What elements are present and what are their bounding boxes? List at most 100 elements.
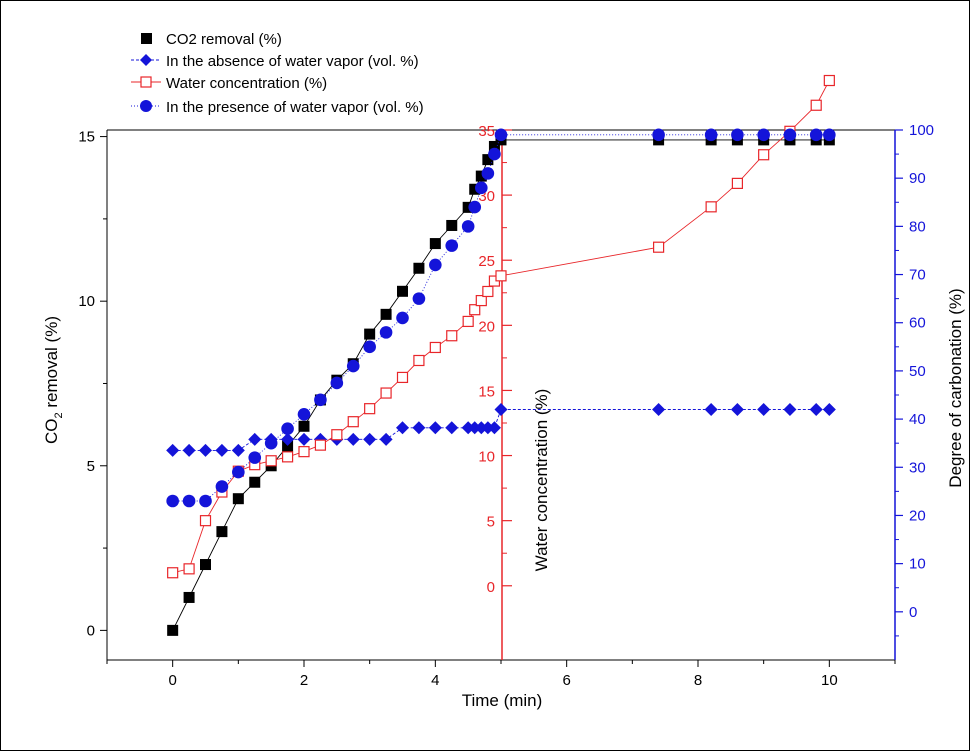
data-point-s3-12 (363, 340, 376, 354)
legend-label-absence: In the absence of water vapor (vol. %) (166, 53, 419, 70)
data-point-s3-16 (429, 258, 442, 272)
data-point-s0-8 (298, 420, 310, 432)
data-point-s3-3 (215, 480, 229, 493)
data-point-s3-13 (379, 326, 393, 339)
legend-marker-water (140, 76, 152, 88)
data-point-s0-5 (249, 476, 261, 488)
right-tick-label: 60 (909, 315, 926, 332)
data-point-s1-17 (445, 421, 459, 435)
legend-label-water: Water concentration (%) (166, 75, 327, 92)
data-point-s1-21 (481, 421, 495, 435)
data-point-s3-26 (731, 128, 744, 142)
data-point-s3-10 (330, 376, 344, 390)
data-point-s0-0 (167, 624, 179, 636)
data-point-s1-0 (166, 443, 180, 457)
left-tick-label: 5 (87, 458, 95, 475)
data-point-s1-26 (730, 402, 744, 416)
left-tick-label: 15 (78, 129, 95, 146)
axes-layer: 0 2 4 6 8 10051015051015202530350102030405060… (78, 122, 934, 689)
middle-tick-label: 15 (478, 383, 495, 400)
data-point-s1-20 (474, 421, 488, 435)
data-point-s3-30 (823, 128, 836, 142)
data-point-s1-7 (281, 432, 295, 446)
data-point-s1-29 (809, 402, 823, 416)
data-point-s2-10 (331, 429, 343, 441)
data-point-s1-23 (494, 402, 508, 416)
plot-layer (166, 74, 836, 636)
left-axis-title-sub: 2 (53, 412, 65, 418)
data-point-s0-12 (364, 328, 376, 340)
middle-tick-label: 5 (487, 514, 495, 531)
middle-tick-label: 20 (478, 318, 495, 335)
x-tick-label: 4 (431, 672, 439, 689)
data-point-s1-11 (346, 432, 360, 446)
data-point-s0-17 (446, 219, 458, 231)
data-point-s2-16 (429, 341, 441, 354)
data-point-s0-2 (200, 559, 211, 571)
data-point-s2-24 (652, 241, 665, 253)
right-tick-label: 20 (909, 507, 926, 524)
data-point-s0-21 (482, 154, 494, 166)
left-axis-title-main: CO (42, 418, 61, 444)
right-tick-label: 40 (909, 411, 926, 428)
right-tick-label: 10 (909, 556, 926, 573)
data-point-s1-27 (757, 402, 771, 416)
data-point-s1-13 (379, 432, 393, 446)
x-axis-title: Time (min) (462, 691, 543, 710)
data-point-s1-24 (652, 402, 666, 416)
data-point-s1-12 (363, 432, 377, 446)
data-point-s2-20 (475, 294, 487, 307)
data-point-s2-6 (265, 455, 277, 467)
data-point-s2-18 (462, 315, 474, 328)
data-point-s2-7 (281, 451, 294, 463)
data-point-s3-8 (297, 407, 311, 421)
right-tick-label: 70 (909, 267, 926, 284)
data-point-s3-15 (412, 292, 426, 305)
data-point-s2-17 (446, 330, 458, 342)
data-point-s3-23 (494, 128, 508, 142)
legend-entry-water: Water concentration (%) (131, 75, 327, 92)
data-point-s3-1 (182, 494, 196, 508)
data-point-s1-28 (783, 402, 797, 416)
data-point-s3-4 (232, 465, 245, 479)
data-point-s3-24 (652, 128, 665, 142)
data-point-s0-14 (397, 285, 408, 297)
data-point-s3-6 (264, 436, 278, 450)
data-point-s0-1 (183, 591, 195, 603)
data-point-s1-19 (468, 421, 482, 435)
data-point-s3-25 (704, 128, 718, 142)
right-axis-title: Degree of carbonation (%) (946, 288, 965, 487)
left-axis-title: CO2 removal (%) (42, 316, 65, 444)
legend-entry-co2-removal: CO2 removal (%) (141, 31, 282, 48)
data-point-s0-7 (282, 440, 294, 452)
legend: CO2 removal (%) In the absence of water … (131, 31, 424, 116)
data-point-s2-29 (810, 99, 822, 111)
x-tick-label: 10 (821, 672, 838, 689)
data-point-s2-30 (823, 74, 835, 87)
data-point-s3-29 (809, 128, 823, 142)
left-tick-label: 10 (78, 293, 95, 310)
right-tick-label: 0 (909, 604, 917, 621)
data-point-s1-3 (215, 443, 229, 457)
data-point-s0-22 (488, 140, 500, 152)
middle-tick-label: 25 (478, 253, 495, 270)
middle-tick-label: 0 (487, 579, 495, 596)
data-point-s3-9 (314, 393, 327, 407)
legend-marker-absence (140, 54, 152, 66)
data-point-s1-22 (487, 421, 501, 435)
data-point-s0-20 (475, 170, 487, 182)
data-point-s3-20 (475, 181, 488, 195)
data-point-s2-11 (347, 416, 359, 428)
series-line-0 (172, 139, 830, 631)
data-point-s1-18 (461, 421, 475, 435)
data-point-s3-19 (468, 200, 482, 214)
data-point-s2-2 (199, 515, 212, 527)
legend-label-presence: In the presence of water vapor (vol. %) (166, 99, 424, 116)
series-line-2 (172, 80, 830, 574)
data-point-s2-26 (731, 177, 744, 189)
data-point-s2-9 (314, 439, 327, 451)
data-point-s2-25 (705, 201, 717, 213)
x-tick-label: 0 (168, 672, 176, 689)
